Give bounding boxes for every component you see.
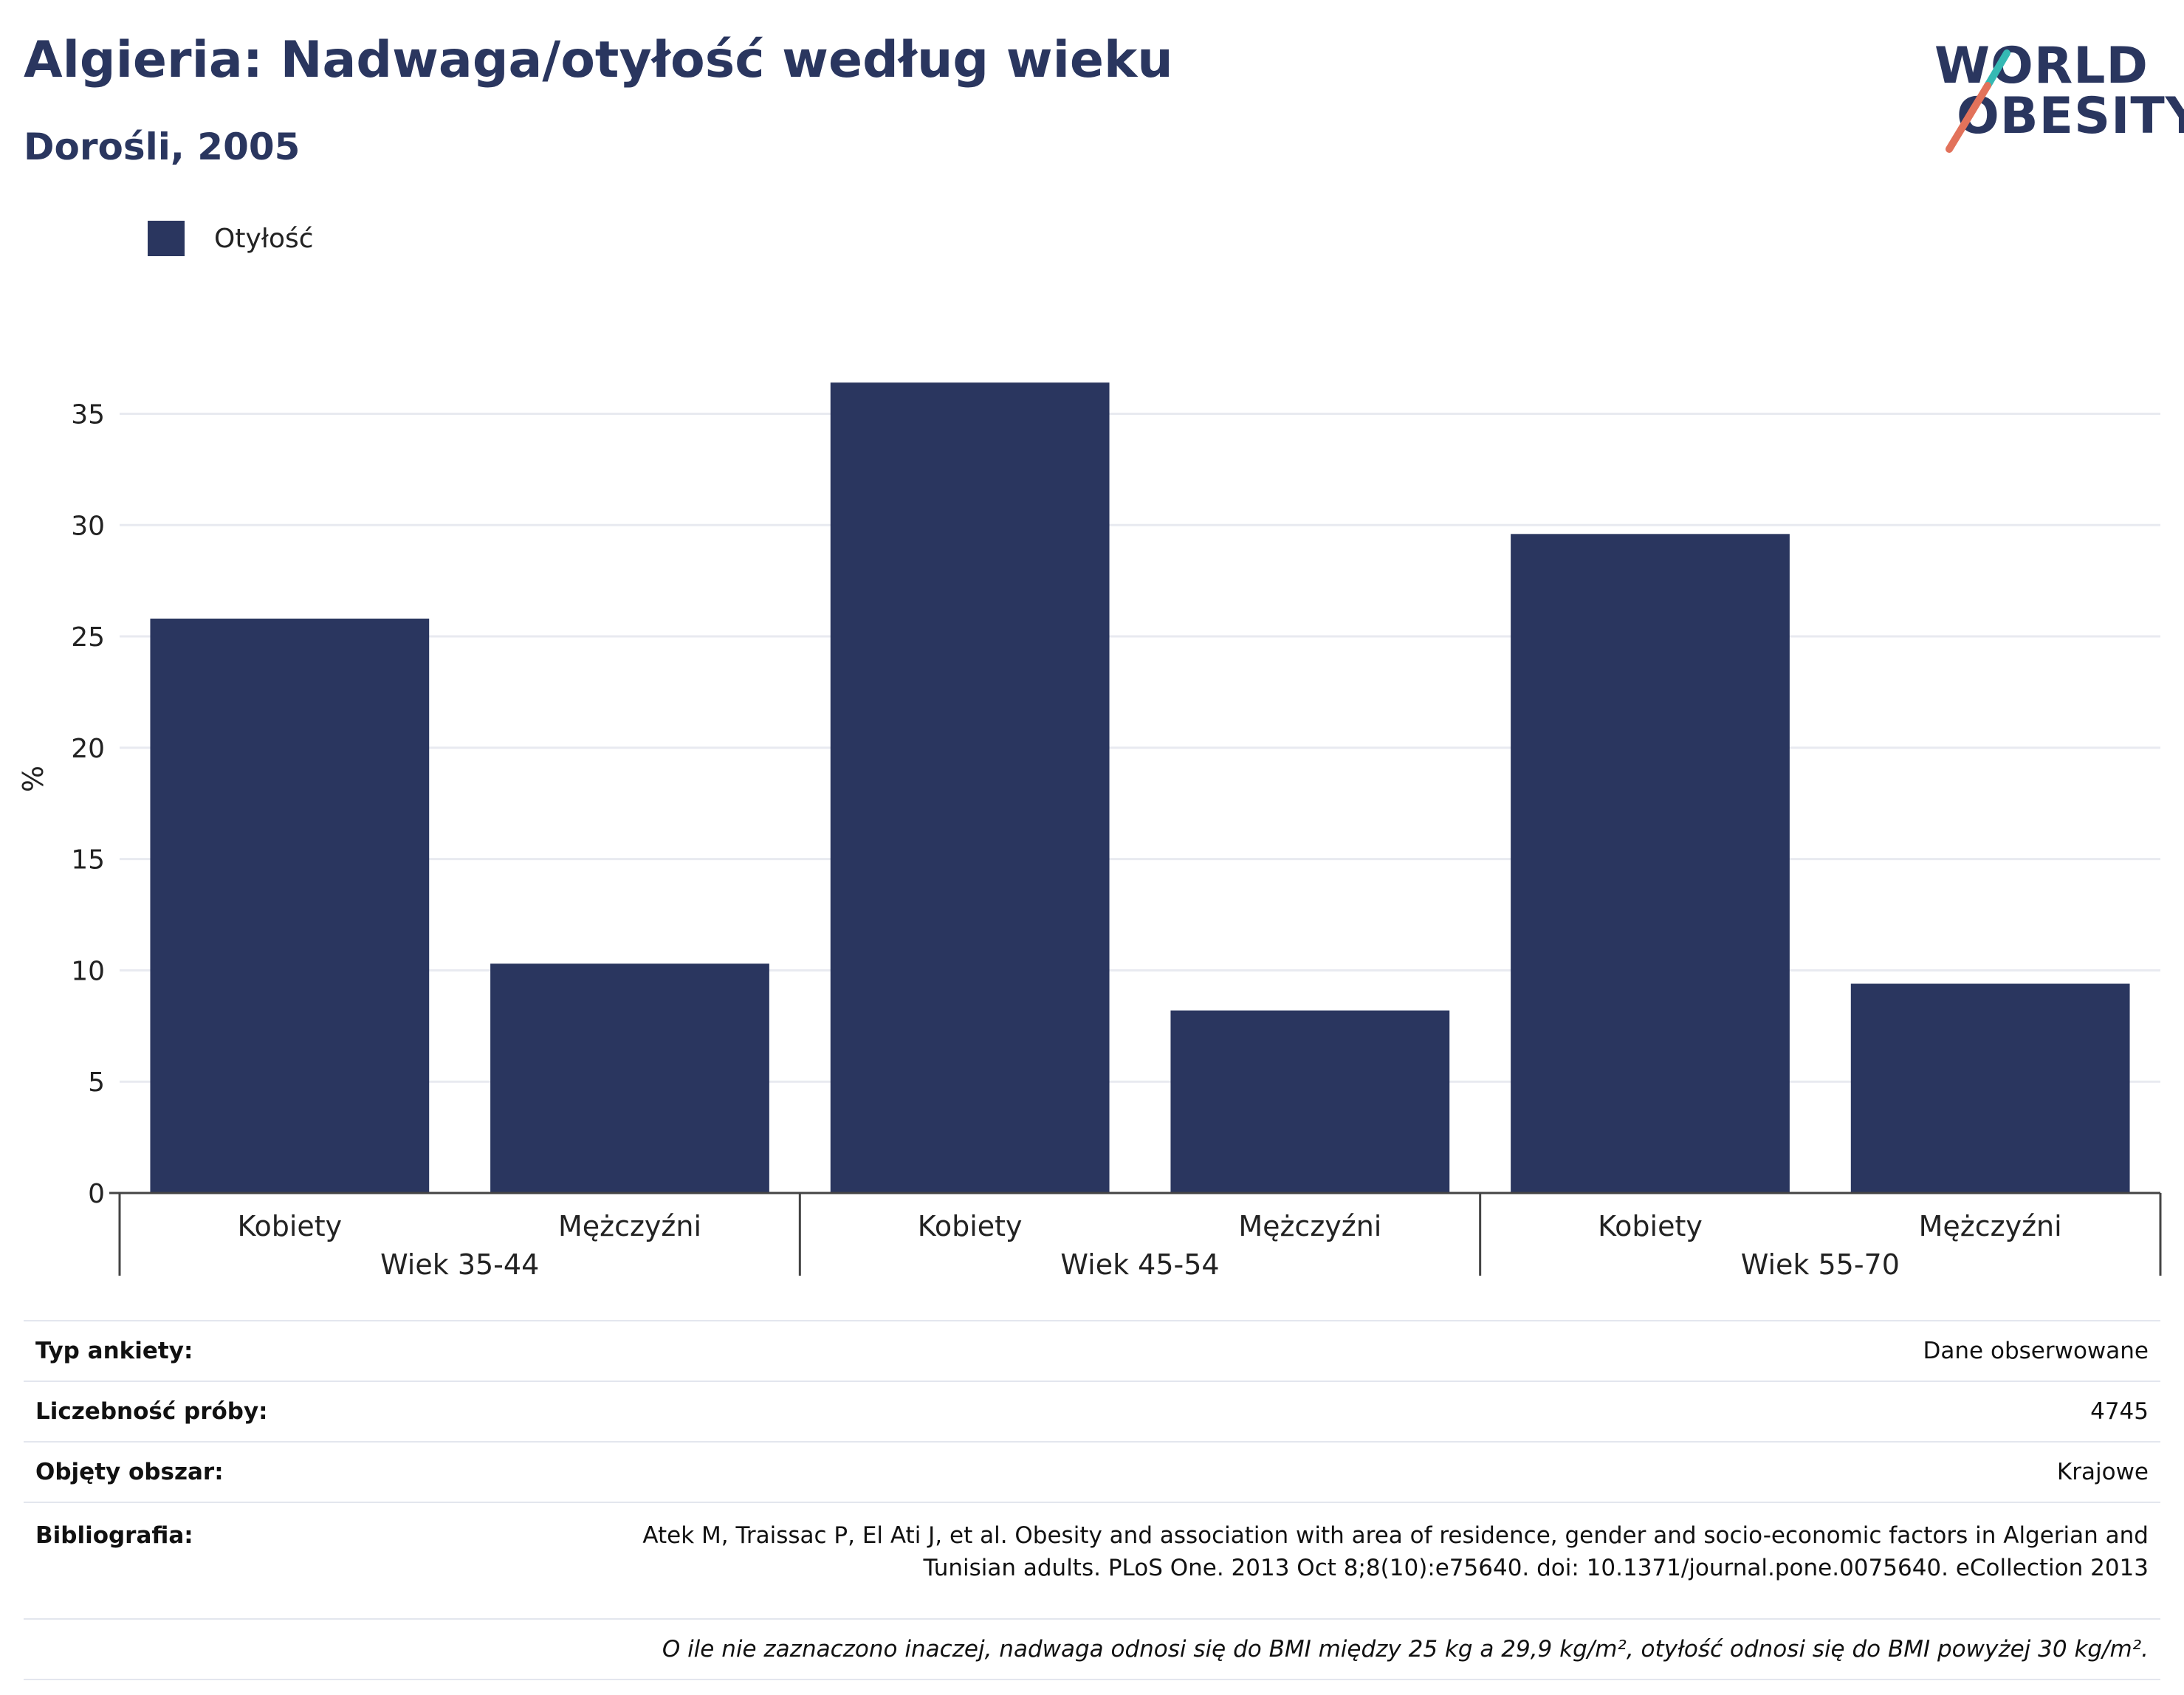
x-group-label: Wiek 35-44 (380, 1248, 539, 1281)
y-tick-label: 15 (71, 845, 105, 876)
x-category-label: Mężczyźni (1919, 1210, 2062, 1242)
info-key: Typ ankiety: (24, 1320, 357, 1381)
chart-bars (150, 382, 2130, 1193)
info-row-bibliography: Bibliografia: Atek M, Traissac P, El Ati… (24, 1502, 2160, 1619)
info-key: Liczebność próby: (24, 1381, 357, 1442)
world-obesity-logo: WORLD OBESITY (1927, 22, 2184, 155)
legend-label-obesity: Otyłość (214, 223, 314, 254)
bar (1170, 1010, 1450, 1193)
x-category-label: Kobiety (1598, 1210, 1703, 1242)
info-row-area-covered: Objęty obszar: Krajowe (24, 1441, 2160, 1502)
logo-line-1: WORLD (1934, 37, 2149, 95)
chart-gridlines (120, 412, 2160, 1083)
x-category-label: Mężczyźni (558, 1210, 701, 1242)
bar (490, 963, 769, 1193)
legend-swatch-obesity (148, 221, 185, 256)
y-tick-label: 10 (71, 956, 105, 986)
bar (150, 618, 430, 1193)
bar (1511, 534, 1790, 1193)
info-row-note: O ile nie zaznaczono inaczej, nadwaga od… (24, 1618, 2160, 1680)
y-tick-label: 35 (71, 399, 105, 430)
y-tick-label: 20 (71, 734, 105, 764)
bar (830, 382, 1110, 1193)
info-key: Objęty obszar: (24, 1441, 357, 1502)
y-tick-label: 5 (88, 1067, 105, 1098)
info-value: Atek M, Traissac P, El Ati J, et al. Obe… (357, 1502, 2160, 1619)
y-tick-label: 30 (71, 511, 105, 541)
chart-axes: 0 5 10 15 20 25 30 35 Kobiety Mężczyźni Kobiety Męż… (71, 399, 2162, 1281)
info-value: Dane obserwowane (357, 1320, 2160, 1381)
info-table: Typ ankiety: Dane obserwowane Liczebność… (24, 1320, 2160, 1680)
info-row-sample-size: Liczebność próby: 4745 (24, 1381, 2160, 1442)
info-row-survey-type: Typ ankiety: Dane obserwowane (24, 1320, 2160, 1381)
x-category-label: Kobiety (237, 1210, 342, 1242)
x-category-label: Mężczyźni (1238, 1210, 1381, 1242)
chart-title: Algieria: Nadwaga/otyłość według wieku (24, 31, 1173, 89)
x-group-label: Wiek 55-70 (1741, 1248, 1900, 1281)
info-value: 4745 (357, 1381, 2160, 1442)
x-group-label: Wiek 45-54 (1060, 1248, 1219, 1281)
y-axis-label: % (17, 766, 49, 792)
chart-subtitle: Dorośli, 2005 (24, 126, 301, 168)
bar (1850, 983, 2130, 1193)
info-value: Krajowe (357, 1441, 2160, 1502)
bibliography-line-1: Atek M, Traissac P, El Ati J, et al. Obe… (642, 1522, 2149, 1549)
x-category-label: Kobiety (918, 1210, 1023, 1242)
footnote: O ile nie zaznaczono inaczej, nadwaga od… (24, 1618, 2160, 1680)
logo-line-2: OBESITY (1957, 87, 2184, 145)
logo-slash-icon (1946, 49, 2010, 153)
bibliography-line-2: Tunisian adults. PLoS One. 2013 Oct 8;8(… (923, 1555, 2149, 1581)
info-key: Bibliografia: (24, 1502, 357, 1619)
y-tick-label: 25 (71, 622, 105, 653)
bar-chart: 0 5 10 15 20 25 30 35 Kobiety Mężczyźni Kobiety Męż… (17, 382, 2162, 1281)
y-tick-label: 0 (88, 1179, 105, 1209)
chart-legend: Otyłość (148, 220, 314, 257)
